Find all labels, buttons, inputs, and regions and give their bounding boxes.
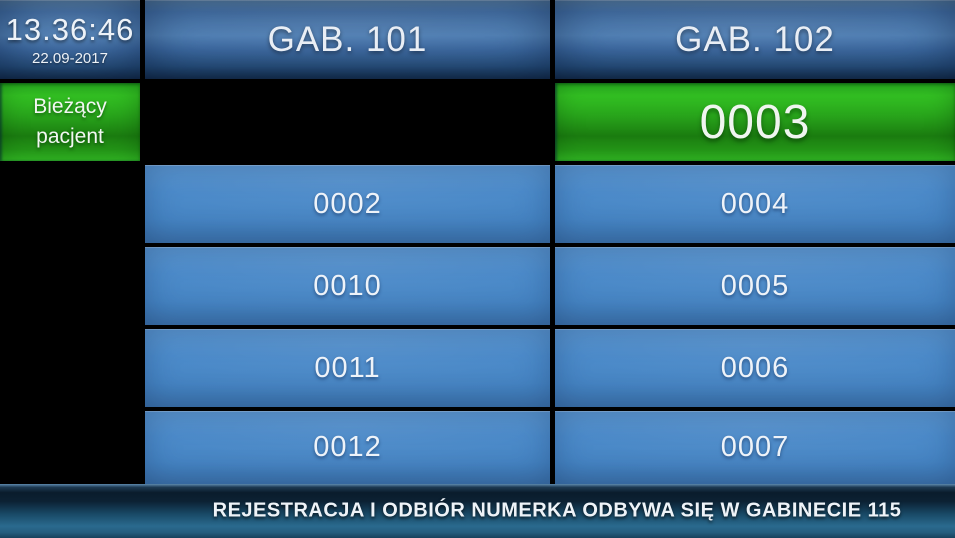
queue-cell-gab102-2: 0005 [555, 247, 955, 325]
cabinet-header-102-label: GAB. 102 [675, 19, 835, 59]
current-patient-label-cell: Bieżący pacjent [0, 83, 140, 161]
current-patient-label: Bieżący pacjent [33, 94, 107, 148]
cabinet-header-102: GAB. 102 [555, 0, 955, 79]
clock-time: 13.36:46 [5, 12, 135, 48]
queue-board: 13.36:46 22.09-2017 GAB. 101 GAB. 102 Bi… [0, 0, 955, 484]
empty-cell [0, 165, 140, 243]
queue-cell-gab101-3: 0011 [145, 329, 550, 407]
queue-number: 0002 [313, 187, 382, 220]
empty-cell [0, 329, 140, 407]
queue-number: 0011 [314, 351, 381, 384]
queue-number: 0005 [720, 269, 790, 302]
clock-date: 22.09-2017 [32, 49, 108, 67]
current-number-cell-gab101 [145, 83, 550, 161]
queue-cell-gab101-2: 0010 [145, 247, 550, 325]
footer-message: REJESTRACJA I ODBIÓR NUMERKA ODBYWA SIĘ … [212, 499, 902, 522]
cabinet-header-101: GAB. 101 [145, 0, 550, 79]
queue-number: 0010 [313, 269, 382, 302]
queue-number: 0006 [720, 351, 790, 384]
queue-cell-gab102-4: 0007 [555, 411, 955, 484]
empty-cell [0, 247, 140, 325]
queue-cell-gab101-4: 0012 [145, 411, 550, 484]
queue-number: 0007 [720, 431, 790, 463]
queue-number: 0012 [313, 431, 382, 463]
current-number-gab102: 0003 [699, 95, 811, 149]
queue-cell-gab101-1: 0002 [145, 165, 550, 243]
clock-cell: 13.36:46 22.09-2017 [0, 0, 140, 79]
empty-cell [0, 411, 140, 484]
footer-info-bar: REJESTRACJA I ODBIÓR NUMERKA ODBYWA SIĘ … [0, 484, 955, 538]
current-number-cell-gab102: 0003 [555, 83, 955, 161]
cabinet-header-101-label: GAB. 101 [267, 19, 428, 59]
queue-number: 0004 [720, 187, 790, 220]
queue-cell-gab102-1: 0004 [555, 165, 955, 243]
queue-cell-gab102-3: 0006 [555, 329, 955, 407]
